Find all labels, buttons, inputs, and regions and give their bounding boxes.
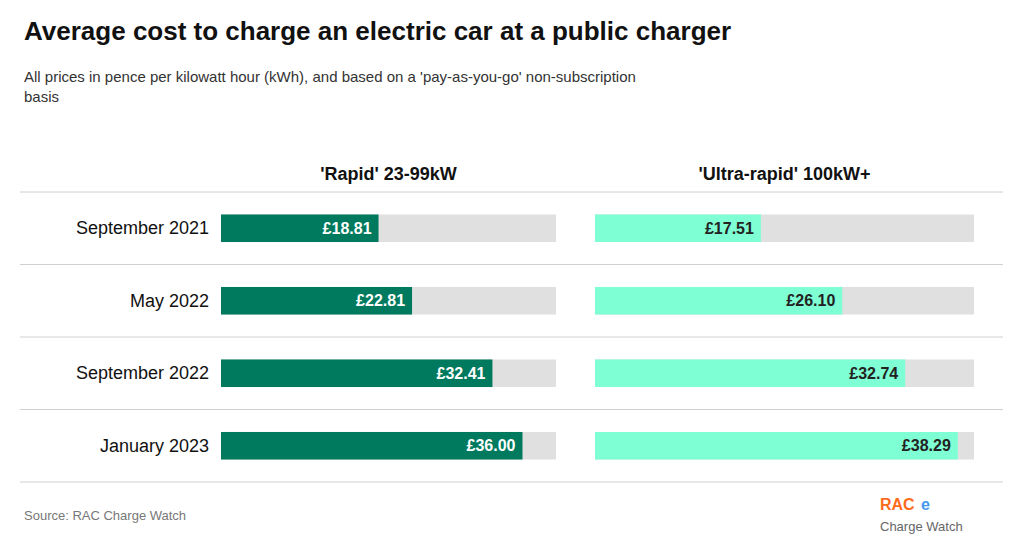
category-label: January 2023 — [100, 436, 209, 456]
bar — [221, 432, 523, 460]
bar-track — [221, 432, 556, 460]
chart: Average cost to charge an electric car a… — [0, 0, 1024, 547]
data-label: £22.81 — [356, 292, 405, 309]
bar — [221, 214, 379, 242]
bar — [595, 214, 761, 242]
subtitle-line: All prices in pence per kilowatt hour (k… — [24, 68, 636, 85]
category-label: September 2021 — [76, 218, 209, 238]
data-label: £26.10 — [786, 292, 835, 309]
bar-group — [221, 214, 556, 459]
bar — [595, 287, 842, 315]
subtitle-line: basis — [24, 88, 59, 105]
bar-track — [221, 214, 556, 242]
bar — [595, 359, 905, 387]
data-label: £38.29 — [902, 437, 951, 454]
bar-track — [595, 359, 974, 387]
bar-track — [595, 287, 974, 315]
bar — [595, 432, 958, 460]
bar-track — [595, 432, 974, 460]
row-separator — [20, 482, 1003, 483]
row-separator — [20, 337, 1003, 338]
data-label: £32.74 — [849, 365, 898, 382]
row-separator — [20, 192, 1003, 193]
row-separator — [20, 409, 1003, 410]
category-label: May 2022 — [130, 291, 209, 311]
row-separator — [20, 264, 1003, 265]
panel-header: 'Rapid' 23-99kW — [320, 164, 457, 184]
bar-group — [595, 214, 974, 459]
bar-track — [221, 287, 556, 315]
data-label: £17.51 — [705, 220, 754, 237]
data-label: £18.81 — [323, 220, 372, 237]
bar-track — [595, 214, 974, 242]
subtitle: All prices in pence per kilowatt hour (k… — [24, 68, 636, 105]
bar-track — [221, 359, 556, 387]
title: Average cost to charge an electric car a… — [24, 16, 731, 46]
logo-mark: e — [921, 496, 930, 513]
panel-header: 'Ultra-rapid' 100kW+ — [698, 164, 870, 184]
data-label: £36.00 — [467, 437, 516, 454]
data-label: £32.41 — [436, 365, 485, 382]
bar — [221, 287, 412, 315]
logo-text: RAC — [880, 496, 915, 513]
logo-subtext: Charge Watch — [880, 519, 963, 534]
bar — [221, 359, 492, 387]
source: Source: RAC Charge Watch — [24, 508, 186, 523]
category-label: September 2022 — [76, 363, 209, 383]
